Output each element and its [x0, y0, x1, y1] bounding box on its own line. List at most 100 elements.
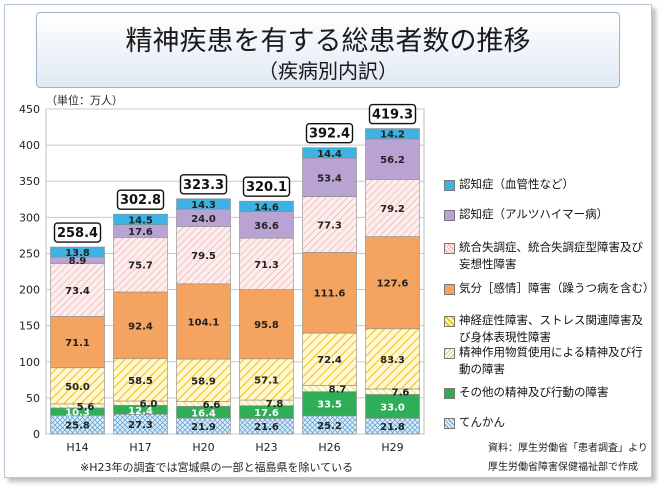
bar-segment	[113, 291, 168, 360]
bar-segment	[113, 213, 168, 225]
unit-label: （単位：万人）	[46, 94, 123, 107]
data-label: 27.3	[128, 420, 153, 431]
bar-segment	[50, 263, 105, 317]
x-tick-label: H23	[255, 441, 277, 454]
legend-item: 統合失調症、統合失調症型障害及び妄想性障害	[444, 239, 654, 273]
data-label: 95.8	[254, 320, 279, 331]
data-label: 14.6	[254, 202, 279, 213]
total-box	[179, 174, 228, 195]
data-label: 104.1	[188, 317, 220, 328]
legend-item: 認知症（血管性など）	[444, 176, 654, 193]
legend-item: その他の精神及び行動の障害	[444, 384, 654, 401]
data-label: 13.8	[65, 248, 90, 259]
bar-segment	[239, 358, 294, 401]
data-label: 36.6	[254, 221, 279, 232]
data-label: 14.5	[128, 215, 153, 226]
bar-segment	[176, 358, 231, 402]
total-box	[368, 103, 417, 125]
data-label: 5.6	[77, 402, 95, 413]
total-label: 302.8	[120, 193, 161, 208]
y-tick-label: 150	[19, 320, 40, 333]
y-tick-label: 0	[33, 428, 40, 441]
bar-segment	[365, 138, 420, 180]
bar-segment	[239, 289, 294, 360]
data-label: 33.5	[317, 400, 342, 411]
data-label: 50.0	[65, 382, 90, 393]
data-label: 71.1	[65, 338, 90, 349]
data-label: 73.4	[65, 286, 90, 297]
total-box	[53, 222, 102, 243]
legend-swatch	[444, 348, 455, 359]
bar-segment	[302, 252, 357, 334]
bar-segment	[50, 367, 105, 405]
data-label: 72.4	[317, 355, 342, 366]
bar-segment	[239, 200, 294, 212]
data-label: 14.4	[317, 149, 342, 160]
data-label: 17.6	[254, 408, 279, 419]
legend-label: 認知症（アルツハイマー病）	[459, 207, 609, 221]
data-label: 25.8	[65, 421, 90, 432]
total-box	[305, 122, 354, 144]
legend-item: 認知症（アルツハイマー病）	[444, 206, 654, 223]
legend-label: その他の精神及び行動の障害	[459, 385, 609, 399]
legend-swatch	[444, 284, 455, 295]
legend-label: 精神作用物質使用による精神及び行動の障害	[459, 345, 643, 376]
legend-swatch	[444, 243, 455, 254]
total-label: 419.3	[372, 108, 413, 123]
y-tick-label: 50	[26, 392, 40, 405]
data-label: 92.4	[128, 321, 153, 332]
data-label: 127.6	[377, 279, 409, 290]
x-tick-label: H26	[318, 441, 340, 454]
bar-segment	[50, 316, 105, 369]
total-box	[242, 176, 291, 197]
legend-item: 神経症性障害、ストレス関連障害及び身体表現性障害	[444, 312, 654, 346]
legend-label: 気分［感情］障害（躁うつ病を含む）	[459, 281, 655, 295]
bar-segment	[113, 237, 168, 293]
data-label: 79.2	[380, 204, 405, 215]
data-label: 79.5	[191, 251, 216, 262]
legend-swatch	[444, 418, 455, 429]
bar-segment	[365, 328, 420, 390]
legend-swatch	[444, 180, 455, 191]
x-tick-label: H17	[129, 441, 151, 454]
x-tick-label: H14	[66, 441, 88, 454]
bar-segment	[365, 179, 420, 237]
total-label: 392.4	[309, 127, 350, 142]
data-label: 24.0	[191, 214, 216, 225]
legend-swatch	[444, 388, 455, 399]
total-label: 258.4	[57, 226, 98, 241]
legend-label: 認知症（血管性など）	[459, 177, 574, 191]
data-label: 17.6	[128, 227, 153, 238]
data-label: 6.0	[140, 399, 158, 410]
data-label: 8.7	[329, 384, 347, 395]
legend-item: 精神作用物質使用による精神及び行動の障害	[444, 344, 654, 378]
data-label: 58.9	[191, 376, 216, 387]
y-tick-label: 250	[19, 247, 40, 260]
data-label: 14.3	[191, 200, 216, 211]
legend-swatch	[444, 316, 455, 327]
data-label: 33.0	[380, 402, 405, 413]
bar-segment	[302, 196, 357, 253]
data-label: 71.3	[254, 260, 279, 271]
bar-segment	[302, 147, 357, 159]
legend-swatch	[444, 210, 455, 221]
legend-label: 神経症性障害、ストレス関連障害及び身体表現性障害	[459, 313, 643, 344]
data-label: 111.6	[314, 289, 346, 300]
bar-segment	[365, 128, 420, 140]
data-label: 53.4	[317, 173, 342, 184]
legend-label: てんかん	[459, 415, 505, 429]
data-label: 7.6	[392, 388, 410, 399]
legend-label: 統合失調症、統合失調症型障害及び妄想性障害	[459, 240, 643, 271]
data-label: 8.9	[69, 256, 87, 267]
y-tick-label: 100	[19, 356, 40, 369]
bar-segment	[50, 246, 105, 258]
data-label: 21.8	[380, 422, 405, 433]
bar-segment	[176, 226, 231, 285]
x-tick-label: H29	[381, 441, 403, 454]
data-label: 10.3	[65, 408, 90, 419]
data-label: 77.3	[317, 221, 342, 232]
data-label: 16.4	[191, 408, 216, 419]
data-label: 14.2	[380, 130, 405, 141]
data-label: 56.2	[380, 155, 405, 166]
